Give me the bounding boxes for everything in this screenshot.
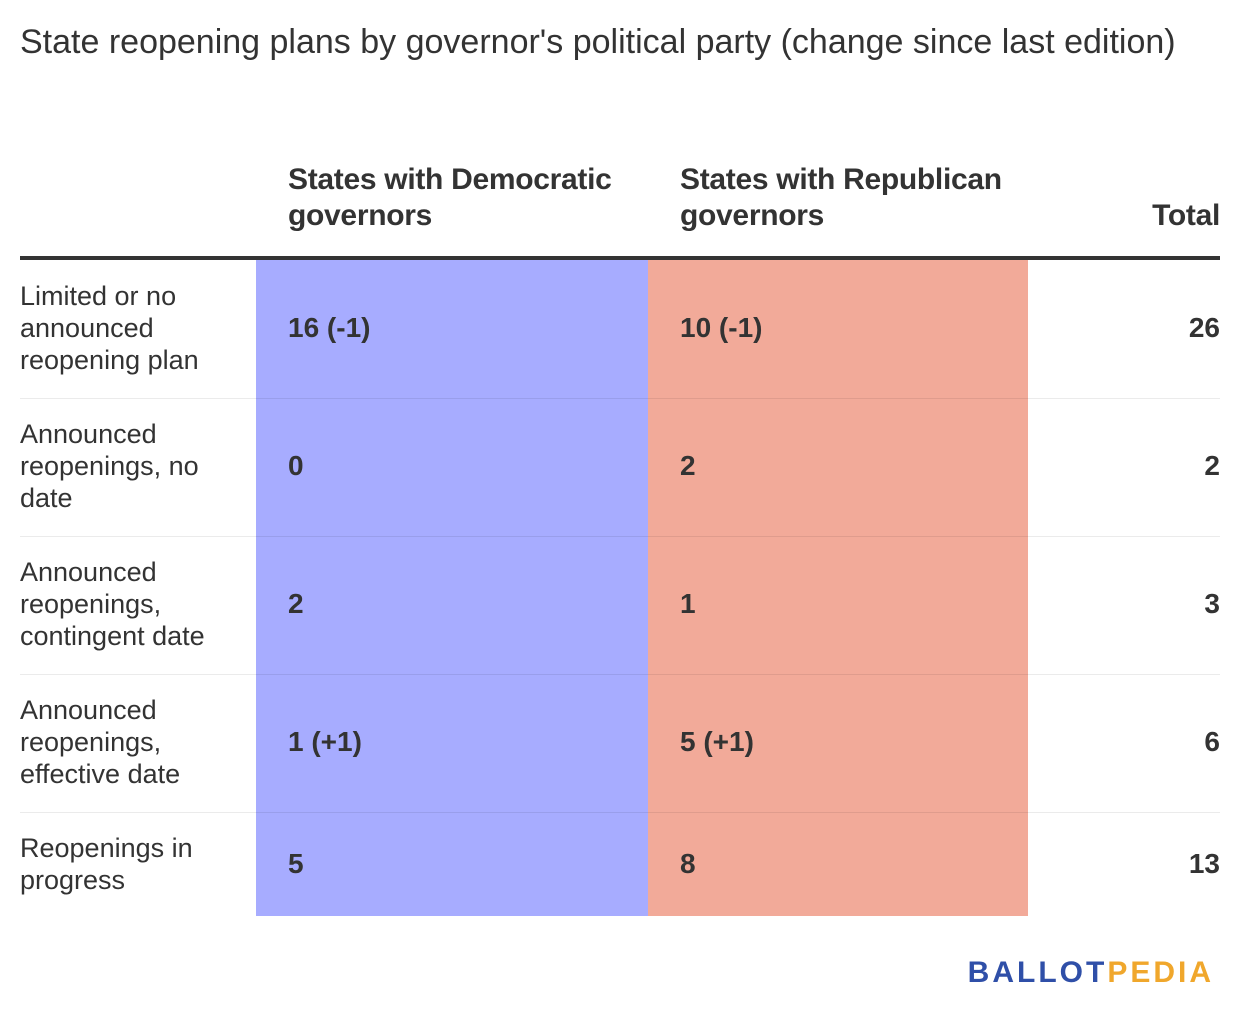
- table-row: Reopenings in progress 5 8 13: [20, 812, 1220, 916]
- democratic-column-background: [256, 260, 648, 916]
- logo-ballot-text: BALLOT: [967, 956, 1108, 989]
- democratic-value: 2: [288, 588, 304, 619]
- table-row: Announced reopenings, effective date 1 (+…: [20, 674, 1220, 812]
- header-total: Total: [1152, 199, 1220, 232]
- row-divider: [20, 398, 1220, 399]
- republican-value: 5 (+1): [680, 726, 754, 757]
- total-value: 13: [1188, 848, 1220, 879]
- democratic-value: 0: [288, 450, 304, 481]
- republican-value: 2: [680, 450, 696, 481]
- democratic-value: 1 (+1): [288, 726, 362, 757]
- row-label: Announced reopenings, contingent date: [20, 557, 205, 651]
- table-row: Announced reopenings, no date 0 2 2: [20, 398, 1220, 536]
- row-label: Announced reopenings, no date: [20, 419, 199, 513]
- header-republican: States with Republican governors: [680, 163, 1002, 232]
- total-value: 3: [1204, 588, 1220, 619]
- row-divider: [20, 536, 1220, 537]
- header-democratic: States with Democratic governors: [288, 163, 612, 232]
- total-value: 2: [1204, 450, 1220, 481]
- republican-value: 10 (-1): [680, 312, 763, 343]
- row-label: Limited or no announced reopening plan: [20, 281, 199, 375]
- republican-value: 1: [680, 588, 696, 619]
- table-row: Announced reopenings, contingent date 2 1 3: [20, 536, 1220, 674]
- total-value: 26: [1188, 312, 1220, 343]
- row-divider: [20, 812, 1220, 813]
- democratic-value: 5: [288, 848, 304, 879]
- logo-pedia-text: PEDIA: [1107, 956, 1214, 989]
- republican-column-background: [648, 260, 1028, 916]
- row-divider: [20, 674, 1220, 675]
- header-divider: [20, 256, 1220, 260]
- row-label: Reopenings in progress: [20, 833, 193, 895]
- chart-title: State reopening plans by governor's poli…: [20, 23, 1176, 61]
- ballotpedia-logo: BALLOTPEDIA: [968, 956, 1214, 990]
- row-label: Announced reopenings, effective date: [20, 695, 181, 789]
- total-value: 6: [1204, 726, 1220, 757]
- democratic-value: 16 (-1): [288, 312, 371, 343]
- republican-value: 8: [680, 848, 696, 879]
- table-row: Limited or no announced reopening plan 16…: [20, 260, 1220, 398]
